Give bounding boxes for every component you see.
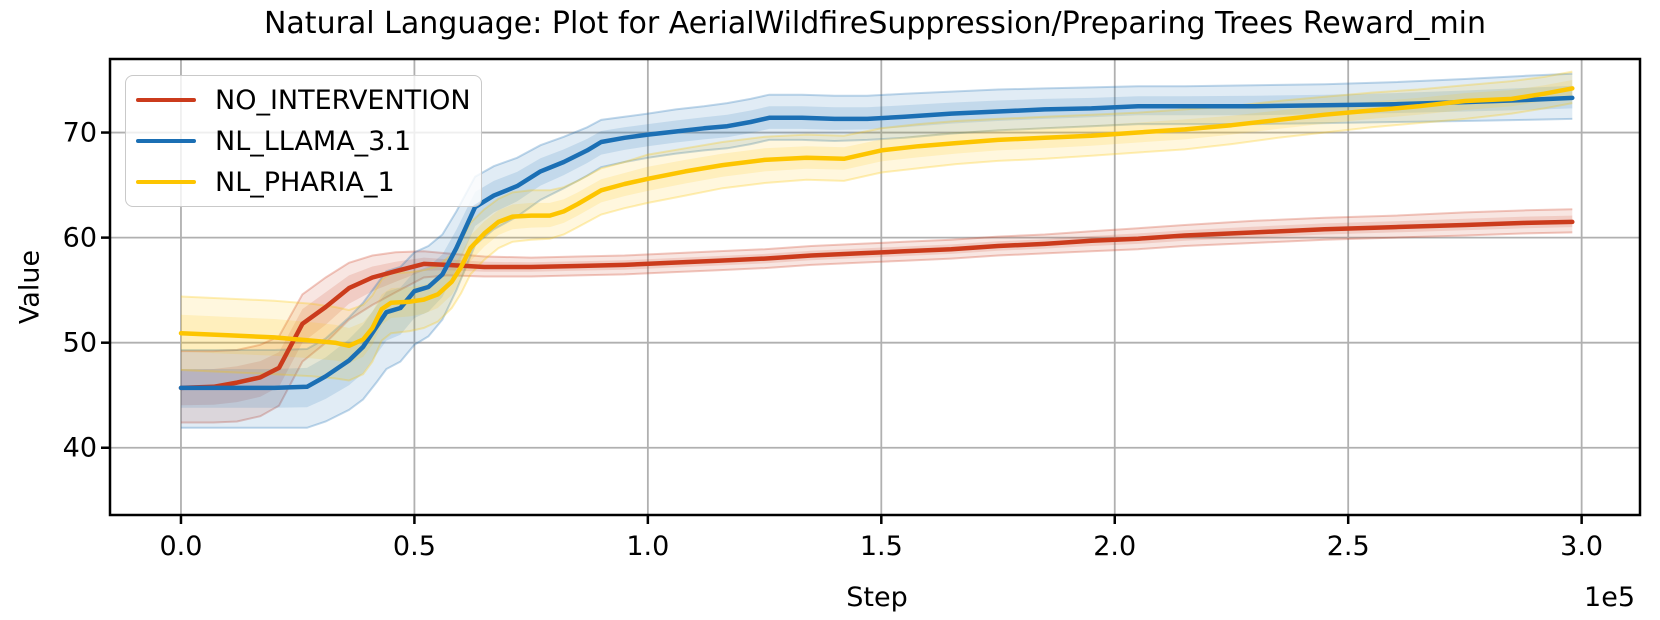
y-axis-label: Value [14,249,46,325]
chart-title: Natural Language: Plot for AerialWildfir… [263,6,1487,41]
x-tick-label: 0.5 [392,531,436,562]
x-tick-label: 3.0 [1560,531,1604,562]
legend-label: NO_INTERVENTION [215,84,471,116]
x-tick-label: 2.0 [1093,531,1137,562]
x-tick-label: 1.0 [626,531,670,562]
legend-line-swatch [136,138,196,144]
band-NL_LLAMA_3.1 [181,72,1573,429]
band-NO_INTERVENTION [181,208,1573,424]
legend-item: NO_INTERVENTION [136,81,471,119]
legend: NO_INTERVENTION NL_LLAMA_3.1 NL_PHARIA_1 [125,75,482,207]
line-NO_INTERVENTION [178,219,1575,391]
y-tick-label: 60 [62,222,97,254]
legend-item: NL_PHARIA_1 [136,163,471,201]
x-tick-label: 2.5 [1326,531,1370,562]
tick-marks [101,131,1583,524]
x-tick-label: 0.0 [159,531,203,562]
line-NL_LLAMA_3.1 [178,95,1575,391]
legend-item: NL_LLAMA_3.1 [136,122,471,160]
x-axis-offset-label: 1e5 [1584,582,1635,613]
legend-label: NL_PHARIA_1 [215,166,395,198]
legend-label: NL_LLAMA_3.1 [215,125,412,157]
y-tick-label: 70 [62,117,97,149]
x-axis-label: Step [846,582,908,613]
legend-line-swatch [136,97,196,103]
plot-frame [108,57,1642,517]
y-tick-label: 40 [62,432,97,464]
y-tick-label: 50 [62,327,97,359]
line-NL_PHARIA_1 [178,86,1575,349]
x-tick-label: 1.5 [859,531,903,562]
legend-line-swatch [136,179,196,185]
